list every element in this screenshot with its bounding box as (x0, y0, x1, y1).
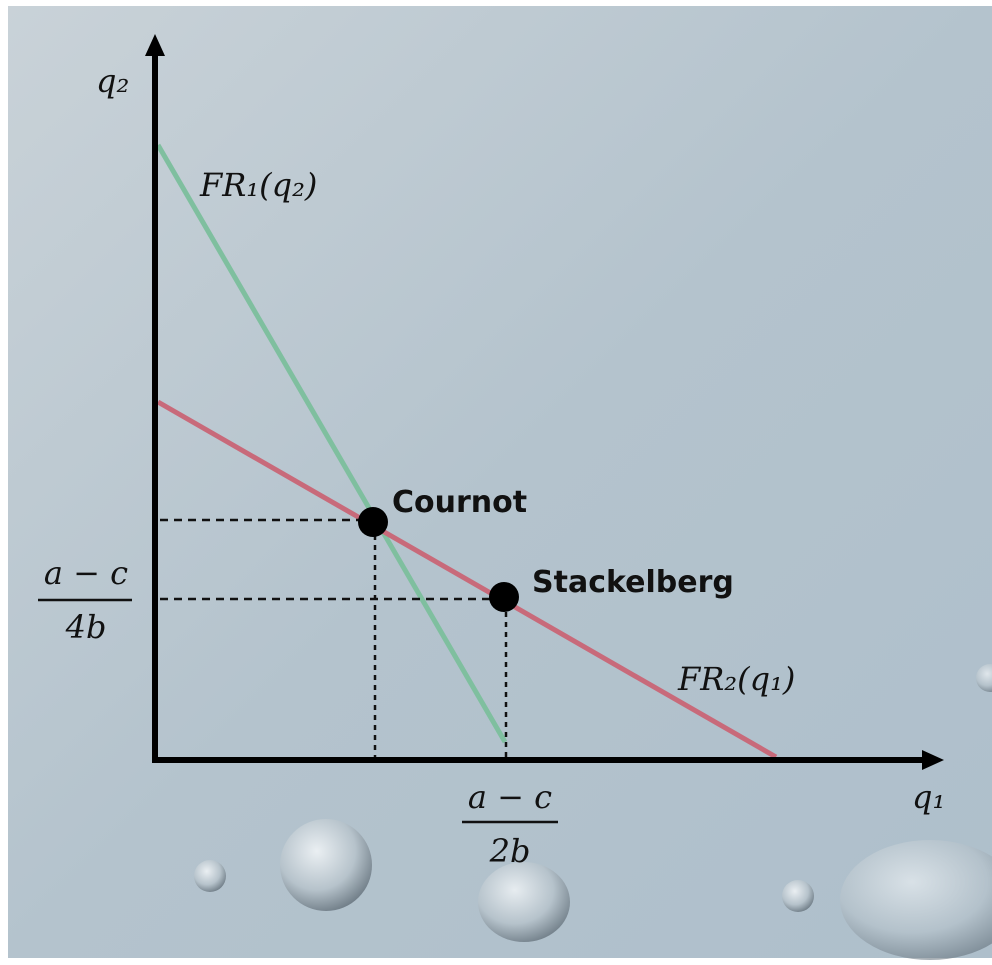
x-axis-label: q₁ (912, 778, 945, 816)
equilibrium-point (489, 582, 519, 612)
droplet (194, 860, 226, 892)
droplet (478, 862, 570, 942)
droplet (280, 819, 372, 911)
curve-label: FR₂(q₁) (677, 660, 795, 698)
tick-numerator: a − c (44, 554, 128, 592)
point-label: Cournot (392, 485, 527, 520)
curve-label: FR₁(q₂) (199, 166, 317, 204)
equilibrium-point (358, 507, 388, 537)
tick-denominator: 2b (489, 832, 531, 870)
tick-numerator: a − c (468, 778, 552, 816)
droplet (782, 880, 814, 912)
page: {"axes": {"y_label": "q₂", "x_label": "q… (0, 0, 992, 965)
point-label: Stackelberg (532, 565, 734, 600)
tick-denominator: 4b (65, 608, 107, 646)
y-axis-label: q₂ (96, 62, 129, 100)
diagram: q₂ q₁ FR₁(q₂) FR₂(q₁) Cournot Stackelber… (0, 0, 992, 965)
